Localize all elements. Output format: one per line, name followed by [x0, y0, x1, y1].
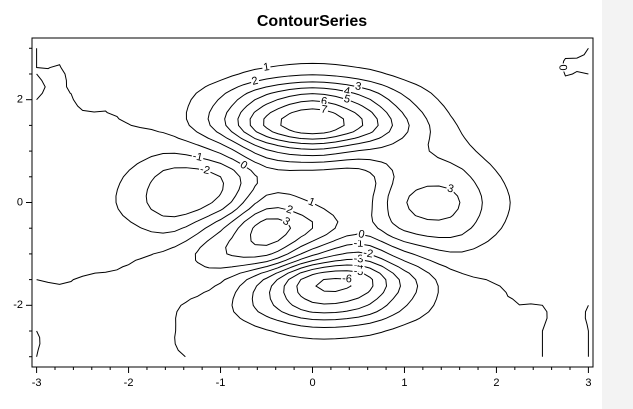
contour-label: 5 [341, 92, 353, 107]
contour-line [115, 152, 439, 340]
contour-label-bg [318, 103, 330, 117]
contour-label-text: 1 [262, 61, 270, 74]
contour-label-bg [353, 80, 364, 94]
contour-label: 1 [261, 60, 272, 75]
contour-label-text: -2 [362, 247, 374, 261]
x-tick-label: 3 [585, 377, 591, 389]
x-tick-label: -2 [124, 377, 134, 389]
contour-label-bg [236, 158, 251, 173]
contour-label: 0 [236, 158, 251, 173]
contour-label-bg [444, 182, 457, 196]
contour-label-text: 7 [320, 103, 328, 116]
contour-label-text: -3 [353, 253, 363, 265]
contour-label-text: -4 [353, 259, 364, 272]
contour-label: 0 [356, 227, 367, 242]
contour-label-bg [556, 63, 569, 73]
contour-label: -1 [190, 149, 205, 165]
contour-label-bg [249, 74, 261, 89]
contour-label-text: 2 [285, 203, 295, 216]
contour-line [145, 167, 419, 329]
contour-label-bg [190, 149, 205, 165]
contour-line [237, 87, 393, 150]
contour-label: -2 [197, 163, 212, 178]
x-tick-label: 1 [401, 377, 407, 389]
contour-label: -3 [352, 252, 365, 266]
contour-label: 0 [556, 63, 569, 73]
contour-label-text: 4 [343, 85, 351, 98]
contour-label-bg [279, 214, 293, 229]
contour-label-bg [356, 227, 367, 242]
contour-label-bg [340, 272, 354, 286]
contour-label-text: 0 [238, 159, 250, 172]
contour-label-text: 0 [357, 228, 366, 241]
contour-label: 2 [283, 203, 296, 218]
x-tick-label: -3 [32, 377, 42, 389]
contour-label: -2 [361, 246, 375, 261]
contour-label-bg [361, 246, 375, 261]
contour-label-bg [283, 203, 296, 218]
contour-label: 3 [279, 214, 293, 229]
side-strip [602, 0, 633, 409]
y-tick-label: 2 [17, 94, 23, 106]
contour-label-text: 6 [320, 95, 328, 108]
contour-label-text: 3 [446, 182, 455, 195]
contour-label-text: -2 [199, 163, 211, 177]
contour-label-text: 5 [342, 93, 351, 106]
contour-label-text: 3 [280, 215, 292, 228]
contour-label: 7 [318, 103, 330, 117]
contour-label-text: 3 [354, 80, 362, 93]
contour-label-bg [352, 252, 365, 266]
contour-label-text: 1 [306, 196, 316, 209]
contour-line [280, 108, 345, 135]
contour-label-text: -5 [353, 265, 365, 278]
contour-label-bg [261, 60, 272, 75]
contour-label: 3 [444, 182, 457, 196]
y-tick-label: -2 [13, 299, 23, 311]
contour-label: 1 [305, 195, 318, 210]
x-tick-label: -1 [216, 377, 226, 389]
contour-label-bg [197, 163, 212, 178]
y-tick-label: 0 [17, 196, 23, 208]
contour-label-bg [305, 195, 318, 210]
chart-title: ContourSeries [257, 13, 367, 30]
x-tick-label: 0 [309, 377, 315, 389]
contour-label: 3 [353, 80, 364, 94]
contour-label-text: -1 [192, 150, 204, 164]
contour-label-text: 2 [251, 75, 260, 88]
contour-label-text: 0 [556, 64, 568, 71]
contour-label-text: -1 [353, 237, 363, 249]
contour-label-text: -6 [342, 273, 353, 286]
contour-label: 2 [249, 74, 261, 89]
x-tick-label: 2 [493, 377, 499, 389]
contour-label-bg [341, 92, 353, 107]
contour-label: -6 [340, 272, 354, 286]
